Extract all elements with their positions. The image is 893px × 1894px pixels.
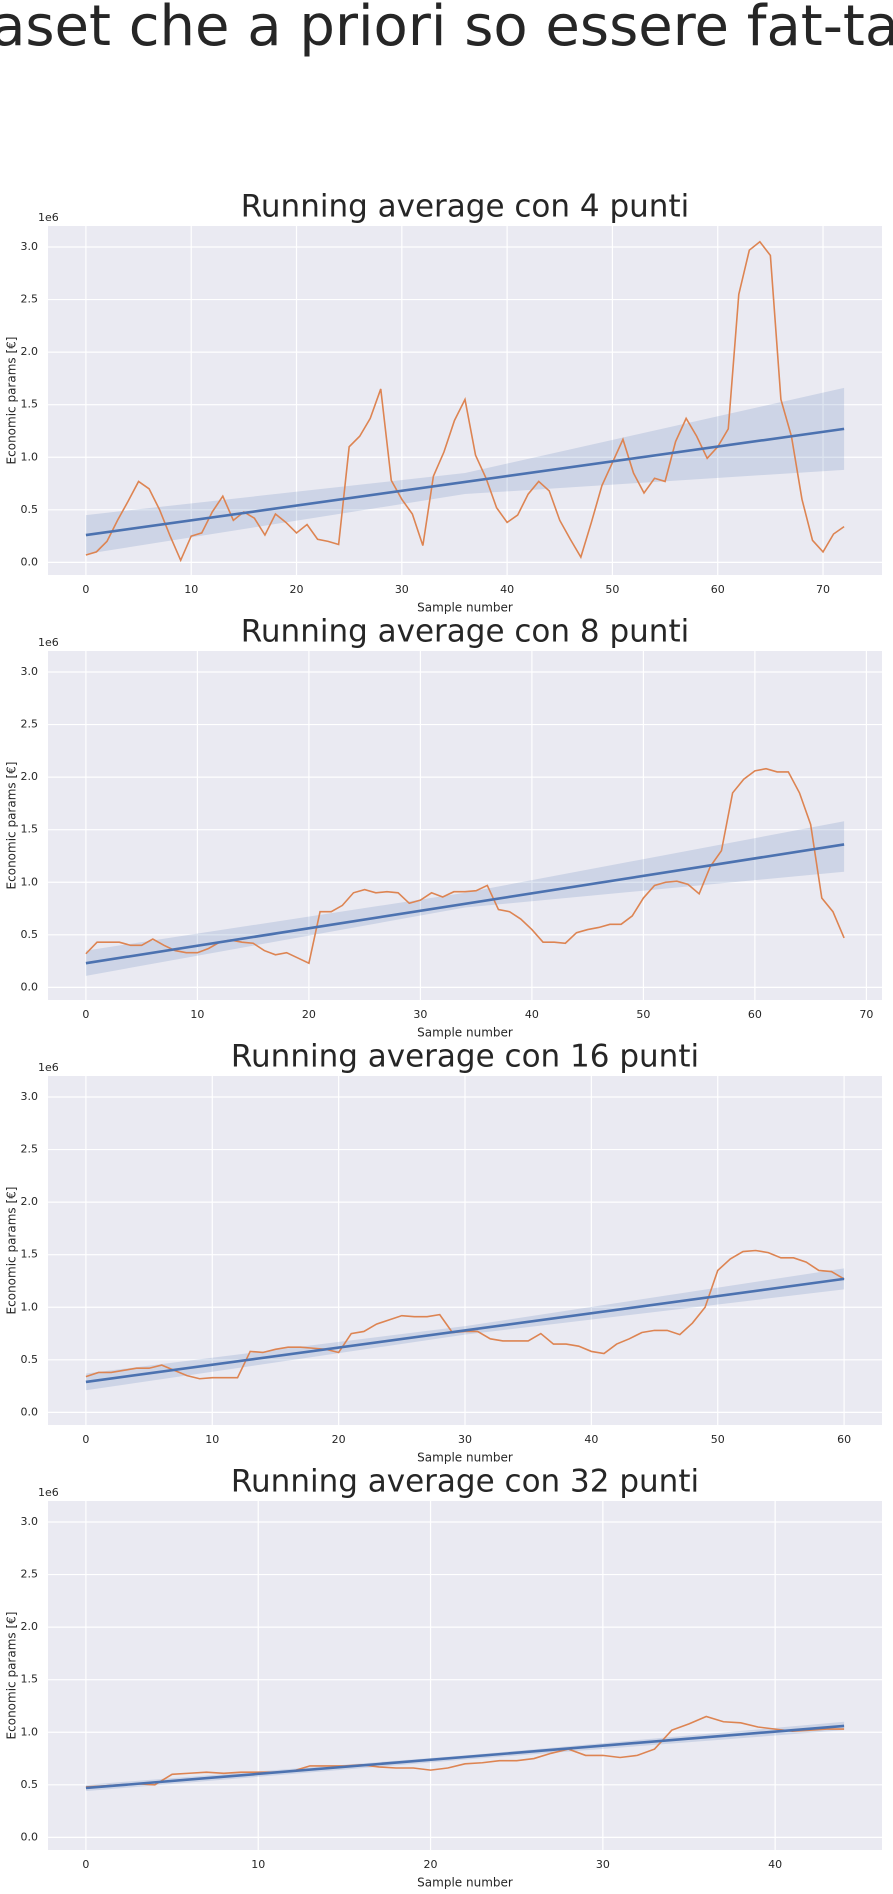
regression-line: [85, 1724, 845, 1790]
x-tick-label: 0: [82, 1433, 89, 1446]
y-tick-label: 1.0: [21, 1300, 39, 1313]
x-tick-label: 20: [302, 1008, 316, 1021]
y-tick-label: 1.0: [21, 1725, 39, 1738]
offset-text: 1e6: [38, 636, 59, 649]
x-axis-label: Sample number: [417, 1451, 513, 1465]
y-tick-label: 1.5: [21, 823, 39, 836]
x-tick-label: 40: [768, 1858, 782, 1871]
y-tick-label: 1.5: [21, 398, 39, 411]
y-axis-label: Economic params [€]: [5, 1187, 19, 1315]
x-tick-label: 40: [584, 1433, 598, 1446]
x-tick-label: 70: [816, 583, 830, 596]
x-axis-label: Sample number: [417, 601, 513, 615]
x-tick-label: 60: [711, 583, 725, 596]
offset-text: 1e6: [38, 1061, 59, 1074]
x-tick-label: 20: [424, 1858, 438, 1871]
y-axis-label: Economic params [€]: [5, 1612, 19, 1740]
x-tick-label: 50: [605, 583, 619, 596]
subplot: Running average con 4 punti 1e6 Sample num…: [5, 189, 882, 615]
x-tick-label: 60: [837, 1433, 851, 1446]
x-tick-label: 70: [859, 1008, 873, 1021]
y-tick-label: 0.5: [21, 1778, 39, 1791]
x-tick-label: 30: [596, 1858, 610, 1871]
x-tick-label: 20: [332, 1433, 346, 1446]
x-tick-label: 40: [500, 583, 514, 596]
chart-title: Running average con 4 punti: [241, 189, 689, 225]
x-tick-label: 0: [82, 583, 89, 596]
y-tick-label: 0.5: [21, 503, 39, 516]
x-tick-label: 0: [82, 1858, 89, 1871]
x-tick-label: 10: [184, 583, 198, 596]
chart-title: Running average con 16 punti: [231, 1039, 699, 1075]
y-tick-label: 2.5: [21, 1143, 39, 1156]
y-tick-label: 2.5: [21, 718, 39, 731]
regression-line: [85, 427, 845, 537]
x-tick-label: 40: [525, 1008, 539, 1021]
y-tick-label: 2.0: [21, 770, 39, 783]
y-tick-label: 3.0: [21, 240, 39, 253]
y-tick-label: 0.5: [21, 1353, 39, 1366]
y-tick-label: 2.5: [21, 293, 39, 306]
x-tick-label: 10: [251, 1858, 265, 1871]
regression-line: [85, 1277, 845, 1384]
x-tick-label: 30: [413, 1008, 427, 1021]
y-tick-label: 3.0: [21, 1515, 39, 1528]
y-tick-label: 0.0: [21, 1405, 39, 1418]
confidence-band: [85, 387, 845, 554]
y-tick-label: 0.0: [21, 1830, 39, 1843]
x-tick-label: 50: [711, 1433, 725, 1446]
offset-text: 1e6: [38, 211, 59, 224]
y-tick-label: 1.0: [21, 875, 39, 888]
y-tick-label: 0.0: [21, 555, 39, 568]
y-tick-label: 1.5: [21, 1248, 39, 1261]
figure-title: Dataset che a priori so essere fat-taile…: [0, 0, 893, 59]
confidence-band: [85, 821, 845, 976]
y-tick-label: 0.5: [21, 928, 39, 941]
y-tick-label: 2.0: [21, 345, 39, 358]
y-tick-label: 0.0: [21, 980, 39, 993]
y-tick-label: 3.0: [21, 1090, 39, 1103]
data-line: [85, 767, 845, 965]
y-tick-label: 1.5: [21, 1673, 39, 1686]
chart-title: Running average con 8 punti: [241, 614, 689, 650]
regression-line: [85, 843, 845, 965]
x-tick-label: 30: [458, 1433, 472, 1446]
x-tick-label: 50: [636, 1008, 650, 1021]
x-tick-label: 30: [395, 583, 409, 596]
y-axis-label: Economic params [€]: [5, 337, 19, 465]
data-line: [85, 1715, 845, 1788]
subplot: Running average con 8 punti 1e6 Sample num…: [5, 614, 882, 1040]
chart-title: Running average con 32 punti: [231, 1464, 699, 1500]
plot-area: [48, 1501, 882, 1850]
x-tick-label: 10: [190, 1008, 204, 1021]
y-tick-label: 2.5: [21, 1568, 39, 1581]
x-axis-label: Sample number: [417, 1026, 513, 1040]
y-tick-label: 2.0: [21, 1195, 39, 1208]
x-axis-label: Sample number: [417, 1876, 513, 1890]
y-tick-label: 1.0: [21, 450, 39, 463]
plot-area: [48, 651, 882, 1000]
y-axis-label: Economic params [€]: [5, 762, 19, 890]
x-tick-label: 20: [290, 583, 304, 596]
offset-text: 1e6: [38, 1486, 59, 1499]
y-tick-label: 3.0: [21, 665, 39, 678]
subplot: Running average con 32 punti 1e6 Sample nu…: [5, 1464, 882, 1890]
x-tick-label: 0: [82, 1008, 89, 1021]
y-tick-label: 2.0: [21, 1620, 39, 1633]
x-tick-label: 10: [205, 1433, 219, 1446]
subplot: Running average con 16 punti 1e6 Sample nu…: [5, 1039, 882, 1465]
x-tick-label: 60: [748, 1008, 762, 1021]
